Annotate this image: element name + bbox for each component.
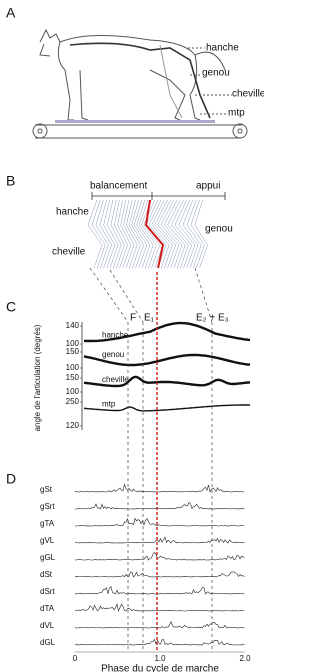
stick — [123, 199, 135, 269]
emg-trace — [74, 517, 245, 527]
stick — [136, 199, 151, 269]
angle-trace — [83, 404, 250, 412]
joint-label: hanche — [56, 207, 89, 218]
stick — [182, 199, 199, 269]
stick — [141, 199, 157, 269]
stick — [117, 199, 128, 269]
muscle-label: gGL — [40, 553, 56, 562]
angle-trace — [84, 321, 251, 343]
emg-trace — [74, 571, 245, 578]
stick — [171, 199, 189, 269]
emg-trace — [74, 638, 245, 646]
stick — [107, 199, 119, 269]
muscle-label: gSt — [40, 485, 53, 494]
stick — [151, 199, 170, 269]
x-tick-label: 2.0 — [239, 654, 251, 663]
y-tick-label: 100 — [66, 363, 80, 372]
muscle-label: gTA — [40, 519, 55, 528]
panel-label: C — [6, 299, 16, 315]
stick — [148, 199, 167, 269]
phase-label: balancement — [90, 181, 147, 192]
emg-trace — [75, 483, 245, 493]
y-tick-label: 100 — [66, 339, 80, 348]
row-label: cheville — [102, 375, 129, 384]
figure: A hanche genou cheville mtp B balancemen… — [6, 5, 264, 672]
stick — [178, 199, 196, 269]
emg-trace — [74, 603, 245, 612]
stick — [163, 199, 183, 269]
emg-trace — [74, 536, 245, 544]
angle-trace — [83, 375, 251, 388]
row-label: hanche — [102, 331, 129, 340]
stick — [154, 199, 173, 269]
joint-label: hanche — [206, 43, 239, 54]
stick — [174, 199, 192, 269]
muscle-label: gSrt — [40, 502, 55, 511]
stick — [114, 199, 125, 269]
stick — [167, 199, 186, 269]
stick — [95, 199, 109, 269]
stick — [160, 199, 180, 269]
row-label: genou — [102, 350, 124, 359]
joint-label: cheville — [52, 247, 86, 258]
stick — [157, 199, 176, 269]
x-tick-label: 1.0 — [154, 654, 166, 663]
stick — [131, 199, 144, 269]
y-axis-label: angle de l'articulation (degrés) — [33, 324, 42, 431]
joint-label: genou — [202, 68, 230, 79]
stick — [133, 199, 148, 269]
joint-label: genou — [205, 224, 233, 235]
muscle-label: dTA — [40, 604, 55, 613]
cat-drawing — [32, 28, 248, 139]
muscle-label: dVL — [40, 621, 55, 630]
emg-trace — [74, 552, 245, 561]
stick — [143, 199, 160, 269]
muscle-label: dSrt — [40, 587, 55, 596]
emg-trace — [74, 620, 245, 629]
y-tick-label: 150 — [66, 347, 80, 356]
muscle-label: dGL — [40, 638, 56, 647]
phase-label: F — [130, 313, 136, 324]
muscle-label: gVL — [40, 536, 55, 545]
stick — [91, 199, 106, 269]
highlight-stick — [144, 199, 165, 269]
stick — [128, 199, 141, 269]
phase-label: appui — [196, 181, 220, 192]
stick — [194, 199, 208, 269]
x-axis-label: Phase du cycle de marche — [101, 664, 219, 672]
stick — [103, 199, 116, 269]
phase-arrows — [91, 192, 226, 200]
stick — [186, 199, 202, 269]
stick — [126, 199, 138, 269]
y-tick-label: 150 — [66, 373, 80, 382]
joint-label: cheville — [232, 89, 264, 100]
stick — [138, 199, 154, 269]
y-tick-label: 140 — [66, 321, 80, 330]
stick — [99, 199, 112, 269]
stick — [110, 199, 122, 269]
phase-label: E₁ — [144, 313, 155, 324]
y-tick-label: 100 — [66, 387, 80, 396]
phase-label: E₂ + E₃ — [196, 313, 229, 324]
panel-label: D — [6, 471, 16, 487]
y-tick-label: 120 — [66, 421, 80, 430]
y-tick-label: 250 — [66, 397, 80, 406]
guide-lines — [89, 267, 213, 650]
panel-label: B — [6, 173, 15, 189]
muscle-label: dSt — [40, 570, 53, 579]
stick — [120, 199, 132, 269]
panel-label: A — [6, 5, 16, 21]
emg-trace — [74, 586, 245, 595]
angle-trace — [83, 353, 251, 367]
stick — [87, 199, 103, 269]
joint-label: mtp — [228, 108, 245, 119]
row-label: mtp — [102, 400, 116, 409]
stick-diagram — [87, 199, 208, 269]
stick — [190, 199, 205, 269]
x-tick-label: 0 — [73, 654, 78, 663]
emg-trace — [75, 501, 245, 510]
